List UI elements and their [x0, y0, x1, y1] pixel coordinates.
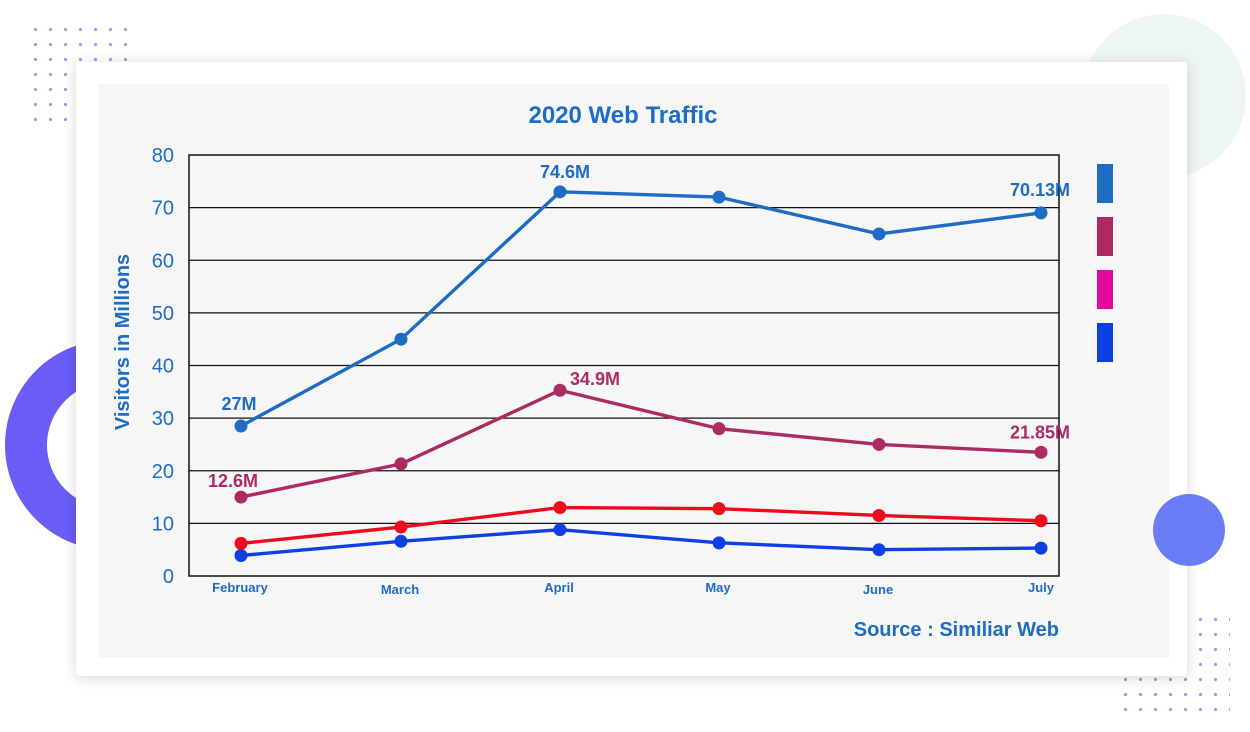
- x-tick-label: July: [1028, 580, 1055, 595]
- data-point: [553, 185, 567, 199]
- y-tick-label: 20: [152, 461, 174, 483]
- data-point: [394, 457, 408, 471]
- x-tick-label: March: [381, 582, 419, 597]
- legend-swatch: [1097, 270, 1113, 309]
- data-point: [394, 534, 408, 548]
- data-point: [712, 422, 726, 436]
- data-label: 27M: [221, 394, 256, 414]
- data-point: [234, 536, 248, 550]
- x-tick-label: June: [863, 582, 893, 597]
- legend-swatch: [1097, 217, 1113, 256]
- data-point: [1034, 206, 1048, 220]
- y-axis-label: Visitors in Millions: [112, 254, 134, 430]
- data-label: 74.6M: [540, 162, 590, 182]
- data-point: [553, 523, 567, 537]
- data-point: [712, 536, 726, 550]
- chart-series: 27M 74.6M 70.13M 12.6M 34.9M 21.85M: [208, 162, 1070, 562]
- y-tick-label: 10: [152, 513, 174, 535]
- data-point: [872, 508, 886, 522]
- data-point: [394, 520, 408, 534]
- data-point: [234, 419, 248, 433]
- series-line: [240, 505, 1042, 546]
- data-point: [712, 502, 726, 516]
- data-point: [872, 227, 886, 241]
- y-tick-label: 80: [152, 145, 174, 167]
- data-point: [553, 383, 567, 397]
- data-point: [1034, 514, 1048, 528]
- chart-panel: [98, 84, 1169, 658]
- data-label: 34.9M: [570, 369, 620, 389]
- x-tick-label: May: [705, 580, 731, 595]
- data-label: 70.13M: [1010, 180, 1070, 200]
- series-line: [240, 527, 1042, 558]
- data-point: [872, 543, 886, 557]
- data-point: [872, 437, 886, 451]
- x-axis-ticks: February March April May June July: [212, 580, 1055, 597]
- chart-grid: [188, 154, 1060, 577]
- chart-title: 2020 Web Traffic: [529, 102, 718, 129]
- series-line: [240, 190, 1042, 428]
- data-point: [234, 490, 248, 504]
- data-label: 12.6M: [208, 471, 258, 491]
- x-tick-label: February: [212, 580, 268, 595]
- data-point: [234, 548, 248, 562]
- data-point: [1034, 541, 1048, 555]
- series-line: [240, 388, 1042, 499]
- data-label: 21.85M: [1010, 422, 1070, 442]
- legend-swatch: [1097, 323, 1113, 362]
- y-tick-label: 0: [163, 566, 174, 588]
- plot-frame: [188, 154, 1060, 577]
- legend-swatch: [1097, 164, 1113, 203]
- source-note: Source : Similiar Web: [854, 619, 1059, 641]
- data-point: [712, 190, 726, 204]
- chart-legend: [1097, 164, 1113, 362]
- data-point: [553, 501, 567, 515]
- x-tick-label: April: [544, 580, 574, 595]
- y-tick-label: 70: [152, 198, 174, 220]
- y-axis-ticks: 0 10 20 30 40 50 60 70 80: [152, 145, 174, 588]
- y-tick-label: 40: [152, 356, 174, 378]
- data-point: [394, 332, 408, 346]
- y-tick-label: 30: [152, 408, 174, 430]
- y-tick-label: 60: [152, 250, 174, 272]
- y-tick-label: 50: [152, 303, 174, 325]
- data-point: [1034, 445, 1048, 459]
- decorative-blue-dot: [1153, 494, 1225, 566]
